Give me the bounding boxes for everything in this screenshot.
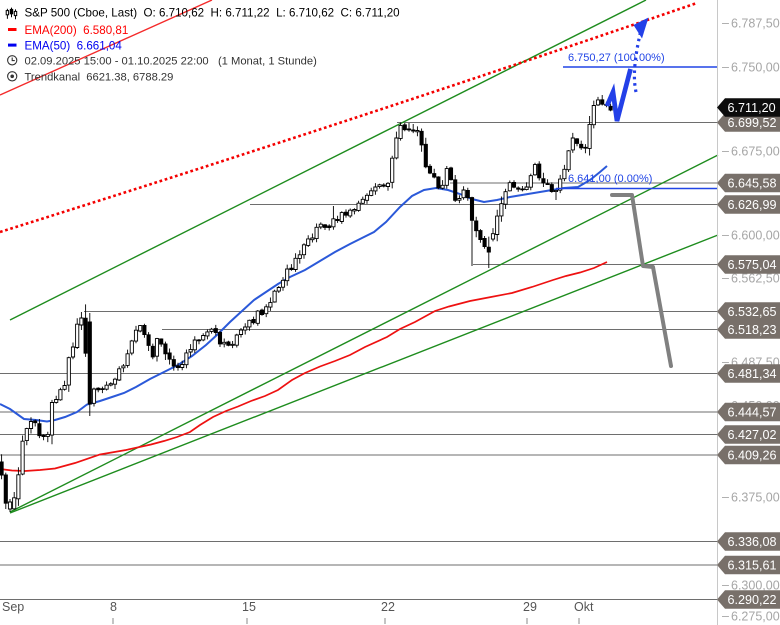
svg-text:6.409,26: 6.409,26 (728, 449, 777, 463)
svg-text:–: – (722, 16, 729, 30)
svg-text:6.481,34: 6.481,34 (728, 367, 777, 381)
svg-text:6.641,00 (0.00%): 6.641,00 (0.00%) (568, 173, 652, 185)
svg-text:22: 22 (381, 600, 395, 614)
svg-text:6.645,58: 6.645,58 (728, 177, 777, 191)
svg-text:6.750,00: 6.750,00 (731, 61, 780, 75)
svg-text:6.518,23: 6.518,23 (728, 323, 777, 337)
svg-text:6.750,27 (100.00%): 6.750,27 (100.00%) (568, 52, 665, 64)
svg-text:6.675,00: 6.675,00 (731, 145, 780, 159)
svg-text:Sep: Sep (2, 600, 24, 614)
svg-text:29: 29 (523, 600, 537, 614)
svg-text:6.575,04: 6.575,04 (728, 258, 777, 272)
svg-text:–: – (722, 578, 729, 592)
svg-text:6.699,52: 6.699,52 (728, 116, 777, 130)
svg-text:6.375,00: 6.375,00 (731, 491, 780, 505)
svg-text:6.275,00: 6.275,00 (731, 610, 780, 624)
svg-text:–: – (722, 271, 729, 285)
svg-text:02.09.2025 15:00 - 01.10.2025: 02.09.2025 15:00 - 01.10.2025 22:00 (1 M… (25, 56, 318, 68)
svg-text:8: 8 (110, 600, 117, 614)
svg-text:–: – (722, 144, 729, 158)
svg-text:–: – (722, 228, 729, 242)
svg-text:6.427,02: 6.427,02 (728, 428, 777, 442)
svg-text:EMA(200) 6.580,81: EMA(200) 6.580,81 (25, 24, 129, 37)
svg-text:–: – (722, 355, 729, 369)
svg-text:–: – (722, 609, 729, 623)
svg-text:6.626,99: 6.626,99 (728, 198, 777, 212)
svg-text:Okt: Okt (574, 600, 594, 614)
svg-text:6.711,20: 6.711,20 (728, 101, 776, 115)
svg-text:EMA(50) 6.661,04: EMA(50) 6.661,04 (25, 40, 123, 53)
svg-text:6.787,50: 6.787,50 (731, 17, 780, 31)
svg-text:6.300,00: 6.300,00 (731, 579, 780, 593)
svg-text:6.315,61: 6.315,61 (728, 559, 777, 573)
svg-text:6.562,50: 6.562,50 (731, 272, 780, 286)
svg-text:6.532,65: 6.532,65 (728, 305, 777, 319)
svg-text:Trendkanal 6621.38, 6788.29: Trendkanal 6621.38, 6788.29 (25, 72, 174, 84)
svg-text:–: – (722, 60, 729, 74)
svg-text:6.444,57: 6.444,57 (728, 406, 777, 420)
svg-text:6.290,22: 6.290,22 (728, 593, 777, 607)
svg-text:15: 15 (242, 600, 256, 614)
svg-text:6.336,08: 6.336,08 (728, 535, 777, 549)
svg-text:S&P 500 (Cboe, Last) O: 6.710: S&P 500 (Cboe, Last) O: 6.710,62 H: 6.71… (25, 7, 400, 20)
svg-text:–: – (722, 490, 729, 504)
svg-text:6.600,00: 6.600,00 (731, 229, 780, 243)
